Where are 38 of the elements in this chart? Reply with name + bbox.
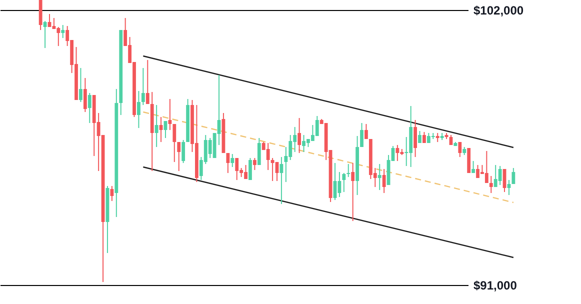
candlestick [382, 168, 386, 194]
candlestick [226, 152, 230, 174]
candlestick [182, 140, 186, 164]
candlestick [88, 92, 92, 124]
candlestick [168, 98, 172, 130]
candlestick [56, 26, 60, 46]
candlestick [342, 172, 346, 192]
candlestick [351, 162, 355, 222]
candlestick [458, 142, 462, 158]
candlestick [79, 68, 82, 102]
candlestick [257, 138, 261, 166]
candlestick [266, 142, 270, 170]
candlestick [110, 186, 114, 202]
candlestick [364, 124, 368, 140]
candlestick [396, 144, 400, 162]
candlestick [83, 78, 87, 112]
candlestick [61, 24, 65, 38]
y-tick-label: $91,000 [474, 278, 518, 292]
candlestick [378, 164, 382, 190]
y-tick-label: $102,000 [474, 4, 524, 18]
candlestick [252, 158, 256, 170]
candlestick [346, 164, 350, 178]
candlestick [230, 154, 234, 168]
candlestick [154, 104, 158, 148]
candlestick [172, 124, 176, 162]
candlestick [137, 90, 140, 128]
candlestick [512, 168, 516, 184]
candlestick [177, 142, 181, 172]
candlestick [489, 176, 493, 194]
candlestick [235, 158, 239, 180]
candlestick [248, 158, 252, 180]
candlestick [298, 118, 302, 154]
candlestick [360, 122, 364, 148]
candlestick [146, 60, 150, 104]
candlestick [141, 68, 145, 106]
candlestick [484, 150, 488, 184]
candlestick [414, 120, 417, 158]
candlestick [494, 164, 498, 188]
